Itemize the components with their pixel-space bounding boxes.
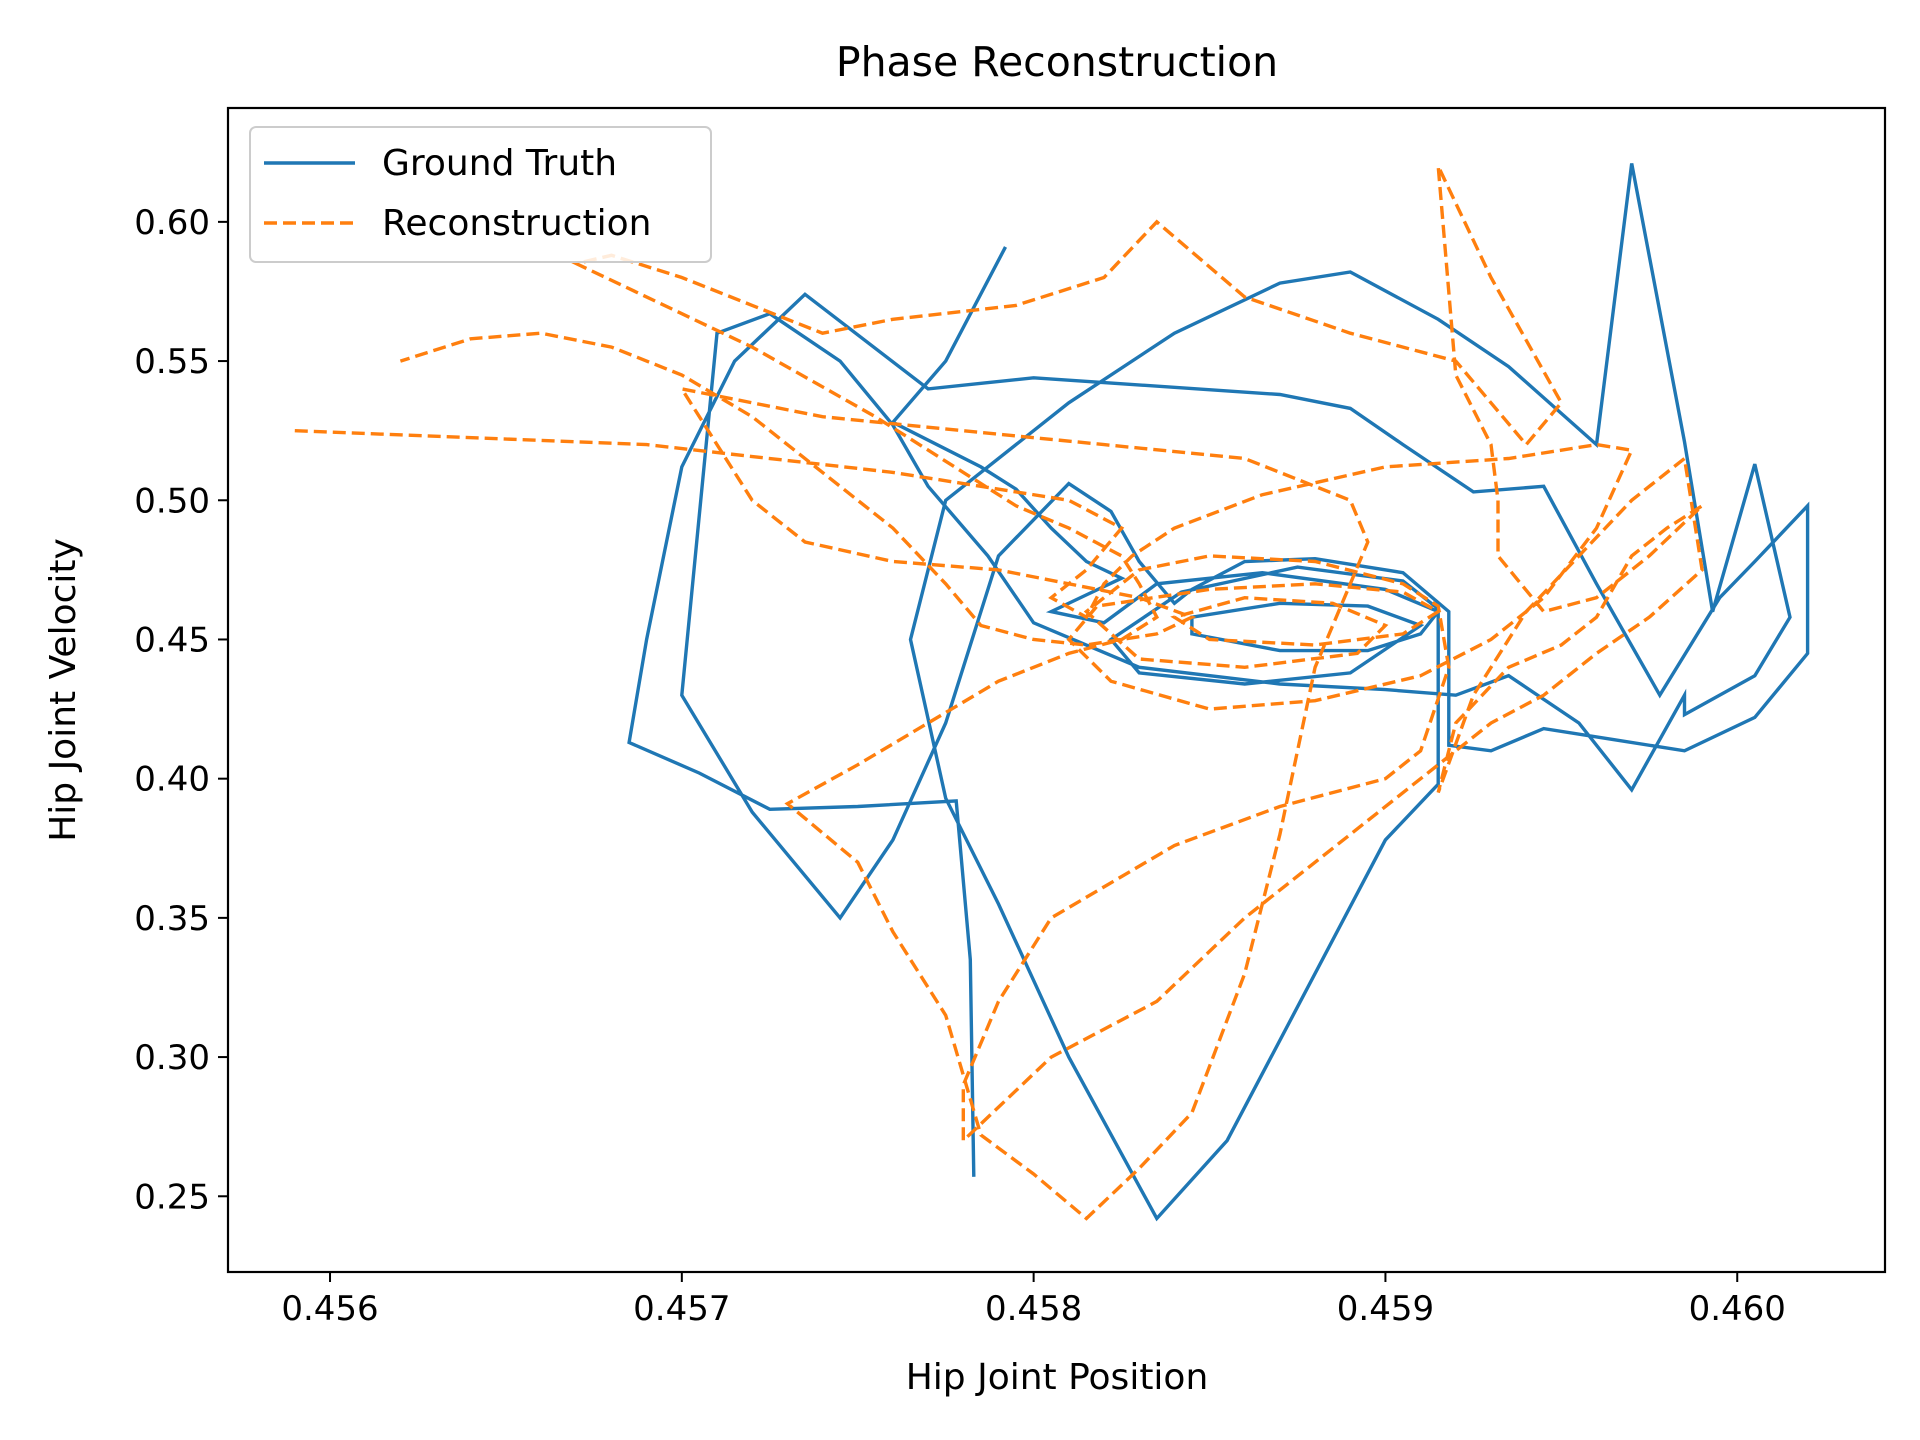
y-tick-label: 0.25 xyxy=(134,1177,210,1217)
x-tick-label: 0.456 xyxy=(281,1289,378,1329)
series-line-ground-truth xyxy=(627,163,1810,1222)
x-tick-label: 0.459 xyxy=(1337,1289,1434,1329)
y-axis-label: Hip Joint Velocity xyxy=(43,538,84,842)
y-tick-label: 0.30 xyxy=(134,1038,210,1078)
y-tick-label: 0.35 xyxy=(134,899,210,939)
x-tick-label: 0.460 xyxy=(1689,1289,1786,1329)
plot-frame xyxy=(226,106,1887,1274)
legend-ground-truth-label: Ground Truth xyxy=(382,143,617,184)
y-tick-label: 0.40 xyxy=(134,760,210,800)
y-tick-label: 0.55 xyxy=(134,342,210,382)
y-tick-label: 0.60 xyxy=(134,203,210,243)
x-axis-label: Hip Joint Position xyxy=(906,1357,1209,1398)
series-layer xyxy=(294,163,1810,1222)
legend-reconstruction-label: Reconstruction xyxy=(382,203,651,244)
chart-title: Phase Reconstruction xyxy=(836,38,1278,86)
x-axis-ticks: 0.456 0.457 0.458 0.459 0.460 xyxy=(281,1272,1786,1329)
y-tick-label: 0.50 xyxy=(134,481,210,521)
legend-box xyxy=(249,126,712,263)
y-axis-ticks: 0.25 0.30 0.35 0.40 0.45 0.50 0.55 0.60 xyxy=(134,203,228,1217)
series-line-reconstruction xyxy=(294,165,1704,1221)
x-tick-label: 0.458 xyxy=(985,1289,1082,1329)
x-tick-label: 0.457 xyxy=(633,1289,730,1329)
y-tick-label: 0.45 xyxy=(134,620,210,660)
legend: Ground Truth Reconstruction xyxy=(249,126,712,263)
